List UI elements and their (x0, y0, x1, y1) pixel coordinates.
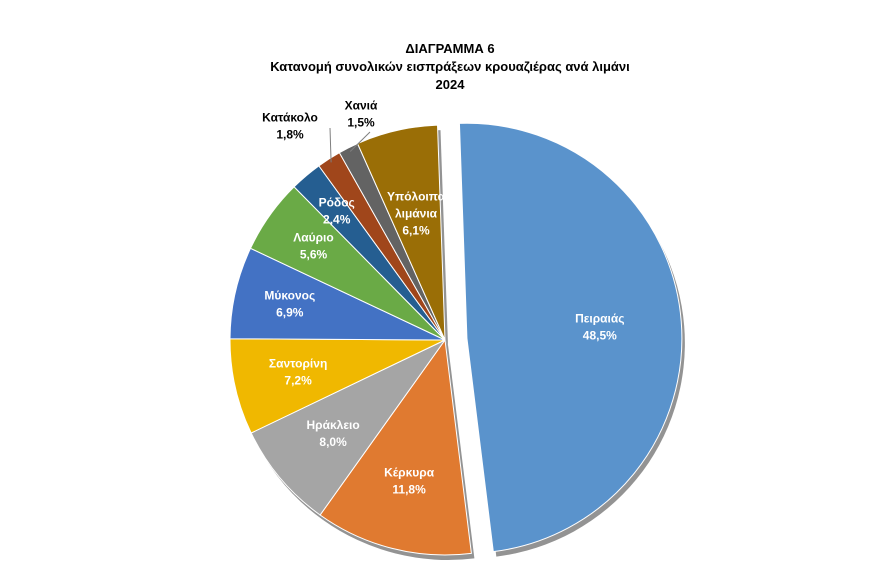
slice-8-value: 1,8% (276, 128, 304, 142)
pie-slices (229, 122, 683, 556)
slice-5-label: Μύκονος (264, 288, 315, 302)
slice-7-label: Ρόδος (319, 196, 355, 210)
slice-7-value: 2,4% (323, 213, 351, 227)
chart-subtitle: Κατανομή συνολικών εισπράξεων κρουαζιέρα… (270, 59, 630, 74)
slice-10-label: Υπόλοιπα (387, 189, 446, 203)
slice-4-value: 7,2% (284, 374, 312, 388)
slice-1 (458, 122, 683, 553)
slice-2-label: Κέρκυρα (384, 465, 435, 479)
leader-lines (329, 127, 371, 163)
slice-3-label: Ηράκλειο (306, 418, 359, 432)
slice-2 (319, 338, 472, 556)
slice-9-label: Χανιά (345, 99, 378, 113)
slice-9-value: 1,5% (347, 116, 375, 130)
slice-6-label: Λαύριο (293, 230, 333, 244)
chart-title: ΔΙΑΓΡΑΜΜΑ 6 (405, 41, 495, 56)
slice-4-label: Σαντορίνη (269, 357, 327, 371)
slice-1-value: 48,5% (583, 328, 617, 342)
slice-6-value: 5,6% (300, 247, 328, 261)
slice-10-value: 6,1% (402, 223, 430, 237)
slice-10-label: λιμάνια (395, 206, 438, 220)
slice-8-leader-line (329, 127, 332, 163)
chart-year: 2024 (435, 77, 465, 92)
chart-title-block: ΔΙΑΓΡΑΜΜΑ 6 Κατανομή συνολικών εισπράξεω… (0, 40, 882, 94)
slice-2-value: 11,8% (392, 482, 426, 496)
slice-3 (250, 339, 446, 516)
slice-5-value: 6,9% (276, 305, 304, 319)
slice-labels: Πειραιάς 48,5% Κέρκυρα 11,8% Ηράκλειο 8,0% Σαν… (262, 99, 624, 497)
slice-8-label: Κατάκολο (262, 111, 318, 125)
slice-3-value: 8,0% (319, 435, 347, 449)
slice-1-label: Πειραιάς (575, 311, 624, 325)
slice-9-leader-line (349, 131, 371, 152)
